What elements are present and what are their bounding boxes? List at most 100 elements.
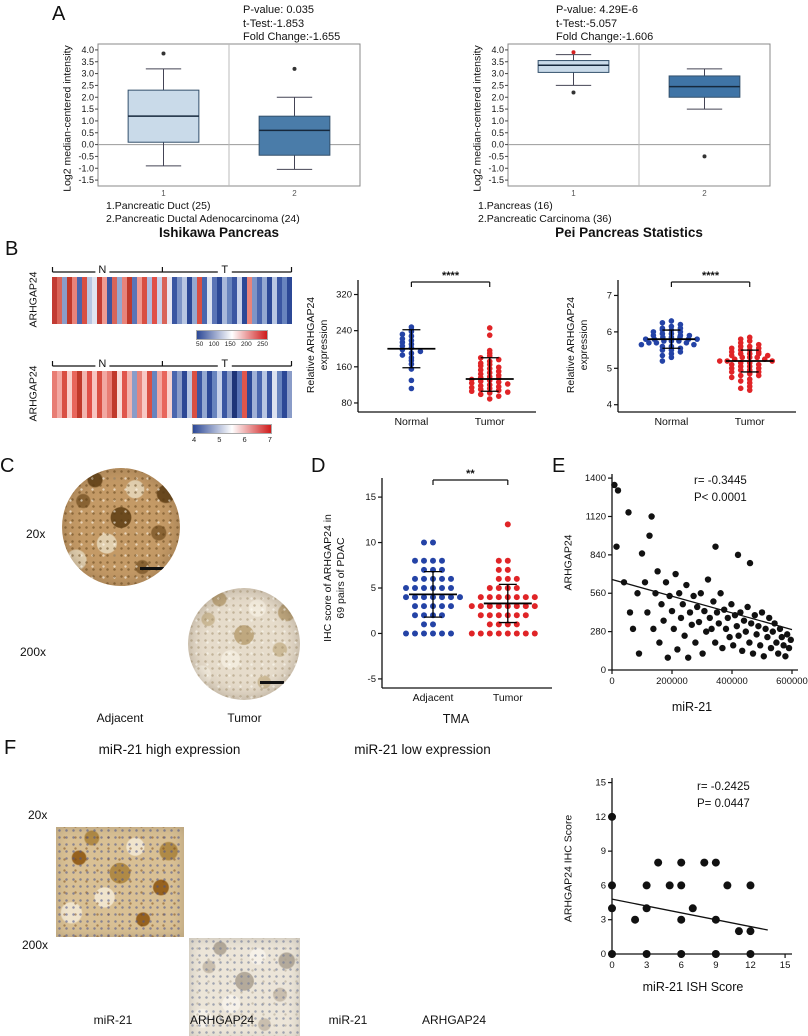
panel-f-label: F (4, 737, 17, 759)
stain-label-mir21: miR-21 (93, 1013, 133, 1027)
stats-block-pei: P-value: 4.29E-6 t-Test:-5.057 Fold Chan… (556, 4, 653, 45)
p-value: P< 0.0001 (694, 492, 747, 504)
svg-text:2.5: 2.5 (81, 80, 94, 90)
svg-text:12: 12 (745, 960, 756, 971)
svg-text:12: 12 (595, 812, 606, 823)
dotplot-arhgap24-expression-2: 7 6 5 4 Normal Tumor **** (592, 268, 800, 430)
heatmap1-gene-label: ARHGAP24 (27, 271, 40, 328)
r-value: r= -0.2425 (697, 781, 750, 793)
ihc-tumor-200x-image (189, 938, 300, 1036)
scale-bar (260, 681, 284, 684)
magnification-label: 200x (22, 938, 49, 952)
r-value: r= -0.3445 (694, 475, 747, 487)
stat-line: t-Test:-5.057 (556, 17, 618, 30)
column-label-adjacent: Adjacent (96, 711, 144, 725)
magnification-label: 200x (20, 645, 47, 659)
correlation-stats-f: r= -0.2425 P= 0.0447 (697, 779, 750, 813)
colorbar-gradient (196, 330, 268, 340)
stat-line: P-value: 4.29E-6 (556, 4, 638, 16)
svg-text:**: ** (466, 468, 475, 480)
svg-text:Normal: Normal (394, 416, 428, 428)
svg-text:0.5: 0.5 (81, 128, 94, 138)
stat-line: Fold Change:-1.606 (556, 31, 654, 43)
svg-text:T: T (221, 264, 228, 276)
title-mir21-high: miR-21 high expression (98, 742, 241, 757)
scatterplot-ihc-vs-ish-score: 0 3 6 9 12 15 0 3 6 9 12 15 (584, 768, 802, 980)
svg-text:9: 9 (601, 846, 606, 857)
svg-text:6: 6 (601, 880, 606, 891)
stain-label-arhgap24: ARHGAP24 (189, 1013, 255, 1027)
svg-text:Tumor: Tumor (475, 416, 505, 428)
svg-text:3.0: 3.0 (81, 69, 94, 79)
y-axis-label-line: expression (318, 319, 330, 371)
svg-text:5: 5 (607, 363, 612, 374)
svg-text:3.0: 3.0 (491, 69, 504, 79)
legend-line: 2.Pancreatic Ductal Adenocarcinoma (24) (106, 213, 300, 225)
magnification-label: 20x (26, 527, 46, 541)
y-axis-label-line: expression (578, 319, 590, 371)
svg-text:6: 6 (679, 960, 684, 971)
svg-text:200000: 200000 (656, 676, 688, 687)
panel-b-label: B (5, 238, 19, 260)
svg-text:1: 1 (571, 189, 576, 198)
svg-text:0: 0 (601, 949, 606, 960)
svg-text:840: 840 (590, 550, 606, 561)
svg-text:3.5: 3.5 (491, 57, 504, 67)
column-label-tumor: Tumor (227, 711, 262, 725)
heatmap-arhgap24-cohort2 (52, 371, 292, 418)
svg-text:15: 15 (595, 778, 606, 789)
y-axis-label-ihc-score: IHC score of ARHGAP24 in 69 pairs of PDA… (322, 493, 348, 663)
svg-text:Tumor: Tumor (735, 416, 765, 428)
svg-text:-5: -5 (368, 674, 376, 685)
svg-text:80: 80 (341, 398, 352, 409)
svg-text:Adjacent: Adjacent (413, 692, 454, 704)
svg-text:-1.5: -1.5 (78, 175, 94, 185)
svg-text:0: 0 (609, 676, 614, 687)
group-legend-ishikawa: 1.Pancreatic Duct (25) 2.Pancreatic Duct… (106, 200, 300, 226)
p-value: P= 0.0447 (697, 798, 750, 810)
svg-text:2.0: 2.0 (491, 92, 504, 102)
panel-e-label: E (552, 455, 566, 477)
svg-text:280: 280 (590, 627, 606, 638)
correlation-stats-e: r= -0.3445 P< 0.0001 (694, 473, 747, 507)
panel-a-label: A (52, 3, 66, 25)
svg-text:-1.0: -1.0 (488, 163, 504, 173)
svg-text:N: N (98, 264, 106, 276)
y-axis-label-line: Relative ARHGAP24 (305, 296, 317, 394)
svg-text:Normal: Normal (654, 416, 688, 428)
boxplot-ishikawa: 4.0 3.5 3.0 2.5 2.0 1.5 1.0 0.5 0.0 -0.5 -1.0 -1.5 1… (76, 40, 362, 198)
svg-text:4.0: 4.0 (491, 45, 504, 55)
ihc-adjacent-200x-image (56, 827, 184, 937)
svg-text:1400: 1400 (585, 473, 606, 484)
y-axis-label-dotplot2: Relative ARHGAP24 expression (565, 275, 591, 415)
svg-text:15: 15 (365, 492, 376, 503)
svg-text:15: 15 (780, 960, 791, 971)
stain-label-arhgap24: ARHGAP24 (421, 1013, 487, 1027)
ihc-adjacent-20x-image (62, 468, 180, 586)
heatmap1-colorbar: 50 100 150 200 250 (196, 330, 268, 348)
y-axis-label-dotplot1: Relative ARHGAP24 expression (305, 275, 331, 415)
x-axis-label-mir21: miR-21 (671, 700, 713, 714)
y-axis-label-ishikawa: Log2 median-centered intensity (61, 45, 74, 192)
heatmap-arhgap24-cohort1 (52, 277, 292, 324)
svg-text:1.5: 1.5 (81, 104, 94, 114)
title-pei: Pei Pancreas Statistics (555, 225, 703, 240)
y-axis-label-ihc: ARHGAP24 IHC Score (562, 814, 575, 923)
y-axis-label-line: 69 pairs of PDAC (335, 537, 347, 619)
svg-text:-0.5: -0.5 (488, 151, 504, 161)
svg-text:4: 4 (607, 400, 612, 411)
stain-label-mir21: miR-21 (328, 1013, 368, 1027)
svg-text:2: 2 (702, 189, 707, 198)
boxplot-pei: 4.0 3.5 3.0 2.5 2.0 1.5 1.0 0.5 0.0 -0.5 -1.0 -1.5 1… (486, 40, 772, 198)
svg-text:10: 10 (365, 538, 376, 549)
svg-text:9: 9 (713, 960, 718, 971)
svg-text:0: 0 (609, 960, 614, 971)
legend-line: 2.Pancreatic Carcinoma (36) (478, 213, 612, 225)
y-axis-label-arhgap24: ARHGAP24 (562, 534, 575, 591)
svg-text:T: T (221, 358, 228, 370)
svg-text:1.0: 1.0 (491, 116, 504, 126)
svg-text:160: 160 (336, 362, 352, 373)
